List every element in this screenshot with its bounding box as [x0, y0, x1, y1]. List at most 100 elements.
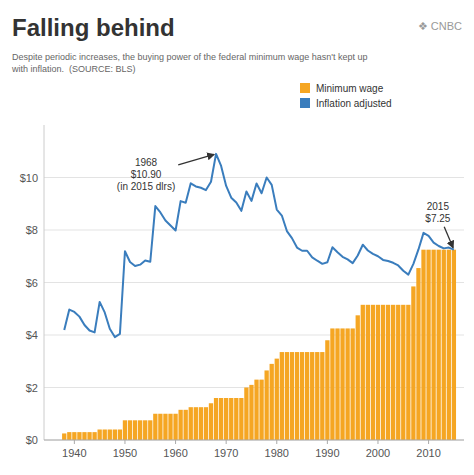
bar [224, 398, 228, 440]
bar [234, 398, 238, 440]
x-tick-label: 2000 [366, 447, 390, 459]
annotation: 2015$7.25 [425, 201, 453, 248]
bar [194, 407, 198, 440]
bar [77, 432, 81, 440]
bar [244, 388, 248, 441]
x-tick-label: 1980 [265, 447, 289, 459]
bar [239, 398, 243, 440]
bar [158, 414, 162, 440]
bar [123, 420, 127, 440]
legend-swatch [300, 98, 310, 108]
bar [285, 352, 289, 440]
bar [361, 305, 365, 440]
bar [153, 414, 157, 440]
bar [290, 352, 294, 440]
bar [189, 407, 193, 440]
bar [82, 432, 86, 440]
y-tick-label: $10 [20, 172, 38, 184]
bar [128, 420, 132, 440]
x-tick-label: 1990 [315, 447, 339, 459]
bar [148, 420, 152, 440]
x-tick [377, 440, 378, 444]
bar [300, 352, 304, 440]
bar [426, 250, 430, 440]
bar [270, 364, 274, 440]
bar [143, 420, 147, 440]
bar [442, 250, 446, 440]
bar [168, 414, 172, 440]
bar [381, 305, 385, 440]
credit: ❖ CNBC [418, 20, 462, 32]
y-tick-label: $8 [26, 224, 38, 236]
text-line: $10.90 [131, 169, 162, 180]
grid-line [44, 230, 464, 231]
x-tick [175, 440, 176, 444]
legend-entry: Inflation adjusted [300, 98, 392, 109]
bar [315, 352, 319, 440]
bar [133, 420, 137, 440]
legend-entry: Minimum wage [300, 83, 384, 94]
bar [173, 414, 177, 440]
bar [199, 407, 203, 440]
bar [229, 398, 233, 440]
bar [396, 305, 400, 440]
bar [335, 328, 339, 440]
grid-line [44, 335, 464, 336]
bar [178, 410, 182, 440]
bar [376, 305, 380, 440]
line [64, 154, 454, 337]
text-line: with inflation. (SOURCE: BLS) [11, 64, 136, 74]
legend-label: Minimum wage [316, 83, 384, 94]
bar [411, 286, 415, 440]
bar [204, 407, 208, 440]
annotation: 1968$10.90(in 2015 dlrs) [117, 154, 214, 191]
bar [421, 250, 425, 440]
x-tick-label: 1960 [163, 447, 187, 459]
bar [138, 420, 142, 440]
bar [87, 432, 91, 440]
text-line: 2015 [427, 201, 450, 212]
bar [259, 380, 263, 440]
text-line: Despite periodic increases, the buying p… [12, 52, 367, 62]
y-axis-line [44, 125, 45, 440]
bar [184, 410, 188, 440]
bar [340, 328, 344, 440]
bar [351, 328, 355, 440]
bar [113, 430, 117, 441]
y-tick-label: $2 [26, 382, 38, 394]
x-tick-label: 1950 [113, 447, 137, 459]
text-line: (in 2015 dlrs) [117, 181, 175, 192]
x-tick-label: 1970 [214, 447, 238, 459]
plot-marks [62, 154, 456, 440]
bar [108, 430, 112, 441]
bar [295, 352, 299, 440]
bar [356, 315, 360, 440]
bar [305, 352, 309, 440]
x-tick [327, 440, 328, 444]
bar [265, 370, 269, 440]
bar [254, 380, 258, 440]
x-tick [124, 440, 125, 444]
y-tick-label: $4 [26, 329, 38, 341]
bar [280, 352, 284, 440]
bar [103, 430, 107, 441]
x-tick [276, 440, 277, 444]
annotation-text: 2015$7.25 [425, 201, 450, 224]
grid-line [44, 440, 464, 441]
bar [325, 340, 329, 440]
bar [386, 305, 390, 440]
bar [406, 305, 410, 440]
bar [98, 430, 102, 441]
annotation-arrow [178, 154, 214, 165]
x-axis-line [44, 440, 464, 441]
text-line: 1968 [135, 157, 158, 168]
bar [447, 250, 451, 440]
bar [431, 250, 435, 440]
bar [62, 433, 66, 440]
bar [219, 398, 223, 440]
title: Falling behind [12, 14, 175, 41]
x-tick-label: 2010 [416, 447, 440, 459]
bar [330, 328, 334, 440]
grid-line [44, 282, 464, 283]
bar [310, 352, 314, 440]
